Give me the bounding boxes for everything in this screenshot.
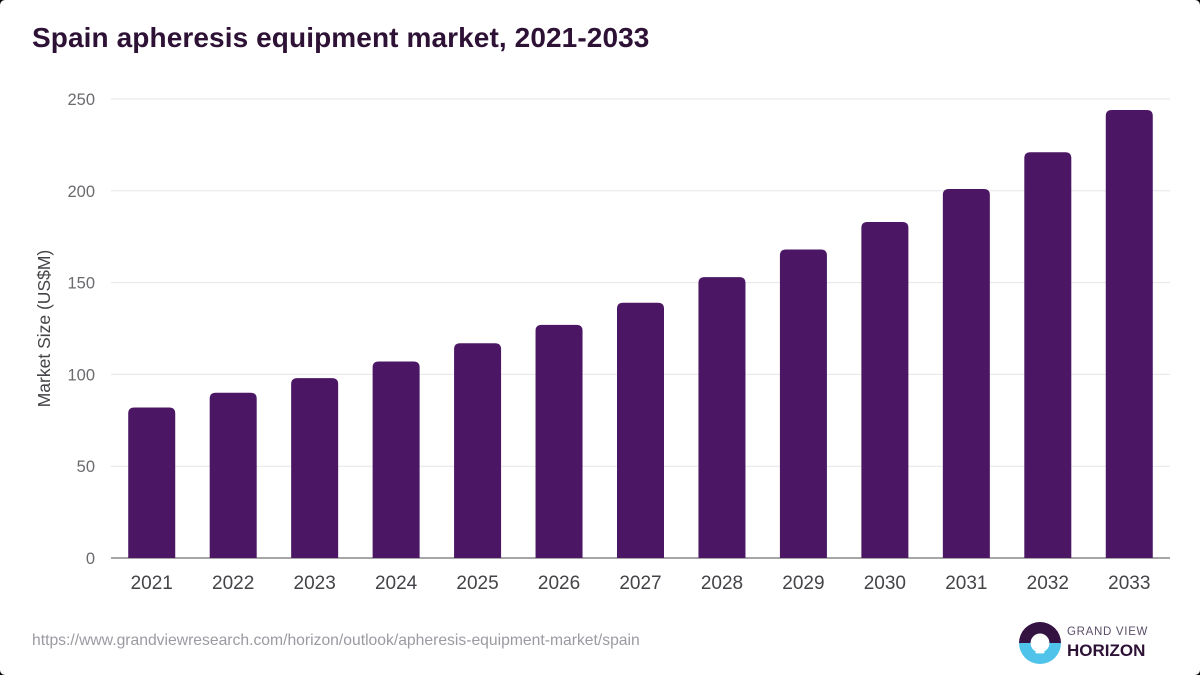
svg-text:2031: 2031 (945, 573, 987, 594)
svg-text:2032: 2032 (1027, 573, 1069, 594)
svg-text:250: 250 (67, 91, 95, 109)
svg-text:2029: 2029 (782, 573, 824, 594)
svg-text:2024: 2024 (375, 573, 418, 594)
svg-text:50: 50 (77, 458, 95, 476)
svg-text:150: 150 (67, 275, 95, 293)
svg-text:200: 200 (67, 183, 95, 201)
svg-text:2025: 2025 (456, 573, 498, 594)
svg-text:2026: 2026 (538, 573, 580, 594)
svg-text:2023: 2023 (294, 573, 336, 594)
svg-text:2027: 2027 (619, 573, 661, 594)
svg-text:2021: 2021 (131, 573, 173, 594)
svg-text:2030: 2030 (864, 573, 906, 594)
svg-text:2022: 2022 (212, 573, 254, 594)
svg-text:0: 0 (86, 550, 95, 568)
svg-text:2033: 2033 (1108, 573, 1150, 594)
svg-text:100: 100 (67, 366, 95, 384)
svg-text:2028: 2028 (701, 573, 743, 594)
svg-text:Market Size (US$M): Market Size (US$M) (34, 250, 54, 408)
